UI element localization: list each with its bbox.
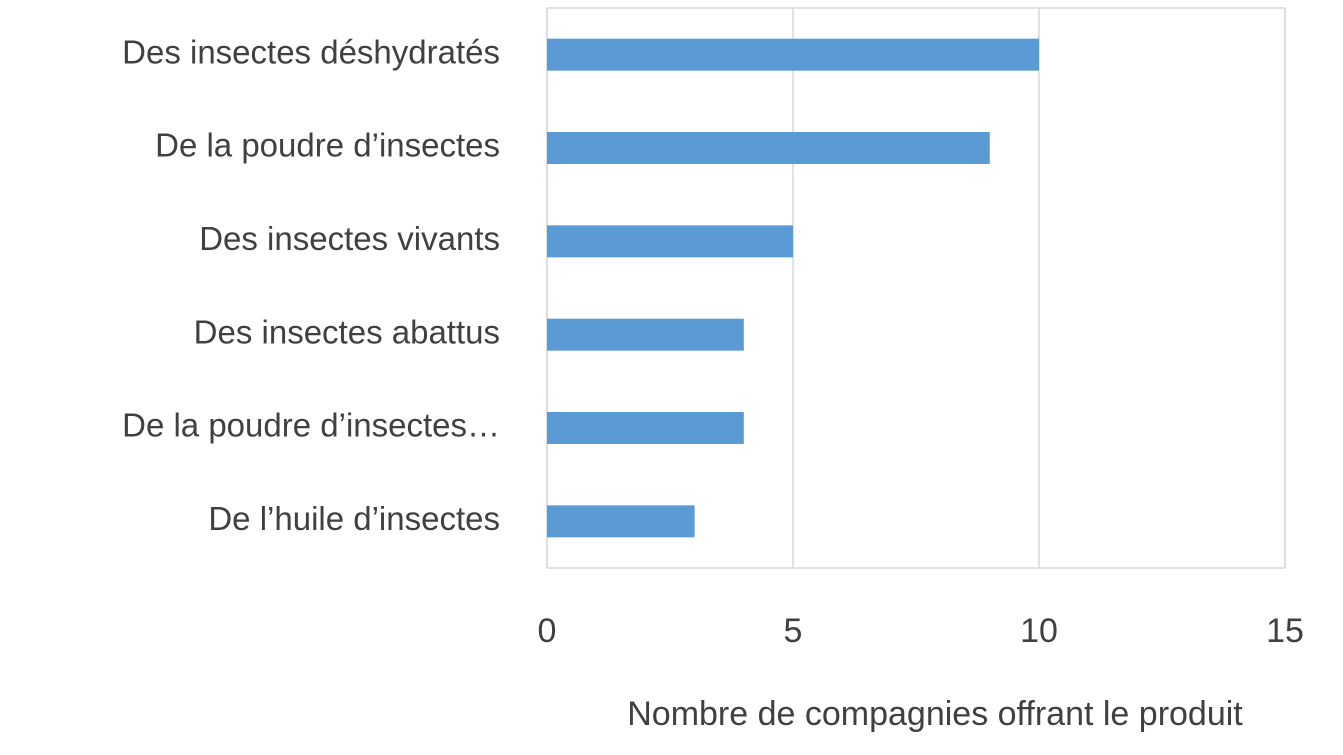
bar <box>547 505 695 538</box>
y-tick-label: Des insectes vivants <box>199 220 500 257</box>
x-tick-label: 5 <box>784 612 803 650</box>
x-tick-label: 10 <box>1020 612 1058 650</box>
plot-border <box>546 7 1286 569</box>
y-tick-label: De l’huile d’insectes <box>208 500 500 537</box>
bar <box>547 38 1039 71</box>
bar <box>547 412 744 444</box>
y-tick-label: De la poudre d’insectes <box>155 127 500 164</box>
bar <box>547 225 793 258</box>
bar <box>547 318 744 351</box>
y-tick-label: Des insectes abattus <box>194 313 500 350</box>
x-tick-label: 0 <box>538 612 557 650</box>
x-tick-label: 15 <box>1266 612 1304 650</box>
y-tick-label: Des insectes déshydratés <box>122 33 500 70</box>
y-tick-label: De la poudre d’insectes… <box>122 407 500 444</box>
x-axis-title: Nombre de compagnies offrant le produit <box>627 695 1243 733</box>
bar <box>547 132 990 164</box>
